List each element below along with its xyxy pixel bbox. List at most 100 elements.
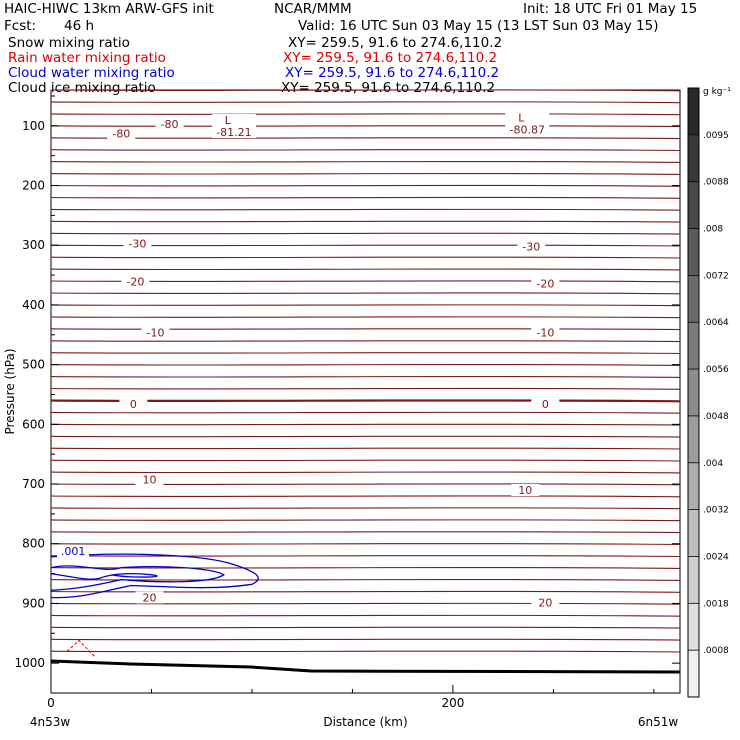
contour-label-bg bbox=[531, 596, 560, 609]
temperature-contour-line bbox=[50, 89, 681, 92]
x-endpoint-left: 4n53w bbox=[30, 715, 71, 729]
low-marker: L bbox=[518, 112, 525, 125]
contour-label: -20 bbox=[126, 276, 144, 289]
contour-label: 10 bbox=[518, 484, 532, 497]
temperature-contour-line bbox=[50, 423, 681, 426]
colorbar-tick-label: .0095 bbox=[703, 131, 729, 141]
contour-label-bg bbox=[121, 275, 150, 288]
temperature-contour-line bbox=[50, 459, 681, 462]
field-ice-xy: XY= 259.5, 91.6 to 274.6,110.2 bbox=[281, 80, 496, 96]
field-cloudwater-xy: XY= 259.5, 91.6 to 274.6,110.2 bbox=[285, 65, 500, 81]
model-title: HAIC-HIWC 13km ARW-GFS init bbox=[4, 1, 214, 17]
temperature-contour-line bbox=[50, 184, 681, 187]
contour-label-bg bbox=[141, 326, 170, 339]
contour-label: 0 bbox=[130, 398, 137, 411]
contour-label-bg bbox=[155, 118, 184, 131]
temperature-contour-line bbox=[50, 101, 681, 104]
cloud-water-label: .001 bbox=[61, 545, 86, 558]
temperature-contour-line bbox=[50, 244, 681, 247]
colorbar-tick-label: .0018 bbox=[703, 599, 729, 609]
forecast-hours: 46 h bbox=[64, 18, 95, 34]
low-value: -81.21 bbox=[216, 126, 251, 139]
temperature-contour-line bbox=[50, 471, 681, 474]
contour-label-bg bbox=[123, 237, 152, 250]
contour-label: -30 bbox=[128, 237, 146, 250]
field-snow-name: Snow mixing ratio bbox=[8, 35, 130, 51]
temperature-contour-line bbox=[50, 638, 681, 641]
temperature-contour-line bbox=[50, 232, 681, 235]
y-tick-label: 1000 bbox=[14, 656, 45, 670]
colorbar-tick-label: .0008 bbox=[703, 646, 729, 656]
colorbar-frame bbox=[687, 87, 700, 698]
colorbar-tick-label: .0056 bbox=[703, 365, 729, 375]
y-tick-label: 800 bbox=[22, 537, 45, 551]
x-tick-label: 0 bbox=[47, 696, 55, 710]
temperature-contour-line bbox=[50, 160, 681, 163]
colorbar-segment bbox=[688, 556, 699, 604]
colorbar-unit: g kg⁻¹ bbox=[703, 87, 731, 97]
contour-label: -80 bbox=[161, 118, 179, 131]
colorbar-segment bbox=[688, 650, 699, 697]
colorbar-tick-label: .0088 bbox=[703, 178, 729, 188]
temperature-contour-line bbox=[50, 483, 681, 486]
cloud-water-contour bbox=[50, 553, 259, 599]
field-cloudwater-name: Cloud water mixing ratio bbox=[8, 65, 175, 81]
contour-label-bg bbox=[119, 398, 148, 411]
contour-label-bg bbox=[511, 484, 540, 497]
colorbar-tick-label: .0064 bbox=[703, 318, 729, 328]
forecast-label: Fcst: bbox=[4, 18, 37, 34]
colorbar-segment bbox=[688, 88, 699, 135]
temperature-contour-line bbox=[50, 447, 681, 450]
terrain-surface-line bbox=[50, 659, 681, 674]
temperature-contour-line bbox=[50, 519, 681, 522]
temperature-contour-line bbox=[50, 113, 681, 116]
colorbar-tick-label: .004 bbox=[703, 459, 723, 469]
temperature-contour-line bbox=[50, 495, 681, 498]
contour-label: -10 bbox=[536, 326, 554, 339]
temperature-contours bbox=[50, 89, 681, 653]
y-tick-label: 500 bbox=[22, 358, 45, 372]
colorbar-segment bbox=[688, 369, 699, 416]
temperature-contour-line bbox=[50, 304, 681, 307]
y-axis-label: Pressure (hPa) bbox=[3, 348, 17, 434]
temperature-contour-line bbox=[50, 650, 681, 653]
temperature-contour-line bbox=[50, 137, 681, 140]
temperature-contour-line bbox=[50, 531, 681, 534]
temperature-contour-line bbox=[50, 256, 681, 259]
init-time: Init: 18 UTC Fri 01 May 15 bbox=[523, 1, 698, 17]
colorbar-segment bbox=[688, 462, 699, 510]
y-tick-label: 900 bbox=[22, 596, 45, 610]
temperature-contour-line bbox=[50, 507, 681, 510]
contour-label: 20 bbox=[142, 591, 156, 604]
field-rain-name: Rain water mixing ratio bbox=[8, 50, 166, 66]
temperature-contour-line bbox=[50, 363, 681, 366]
temperature-contour-line bbox=[50, 208, 681, 211]
temperature-contour-line bbox=[50, 387, 681, 390]
colorbar-tick-label: .0048 bbox=[703, 412, 729, 422]
cloud-water-label-bg bbox=[57, 545, 90, 558]
colorbar-tick-label: .0072 bbox=[703, 271, 729, 281]
cloud-water-contour bbox=[50, 572, 158, 580]
contour-label-bg bbox=[531, 326, 560, 339]
temperature-contour-line bbox=[50, 196, 681, 199]
low-label-bg bbox=[211, 114, 256, 139]
org-label: NCAR/MMM bbox=[274, 1, 352, 17]
colorbar-segment bbox=[688, 181, 699, 229]
colorbar-tick-label: .0024 bbox=[703, 552, 729, 562]
colorbar-segment bbox=[688, 322, 699, 370]
x-tick-label: 200 bbox=[441, 696, 464, 710]
y-tick-label: 100 bbox=[22, 119, 45, 133]
field-rain-xy: XY= 259.5, 91.6 to 274.6,110.2 bbox=[283, 50, 498, 66]
temperature-contour-line bbox=[50, 614, 681, 617]
temperature-contour-line bbox=[50, 566, 681, 569]
y-tick-label: 400 bbox=[22, 298, 45, 312]
contour-label: 10 bbox=[142, 473, 156, 486]
low-value: -80.87 bbox=[510, 124, 545, 137]
temperature-contour-line bbox=[50, 172, 681, 175]
contour-label-bg bbox=[517, 240, 546, 253]
colorbar-segment bbox=[688, 603, 699, 651]
contour-label: 0 bbox=[542, 398, 549, 411]
contour-label-bg bbox=[135, 591, 164, 604]
temperature-contour-line bbox=[50, 292, 681, 295]
temperature-contour-line bbox=[50, 280, 681, 283]
